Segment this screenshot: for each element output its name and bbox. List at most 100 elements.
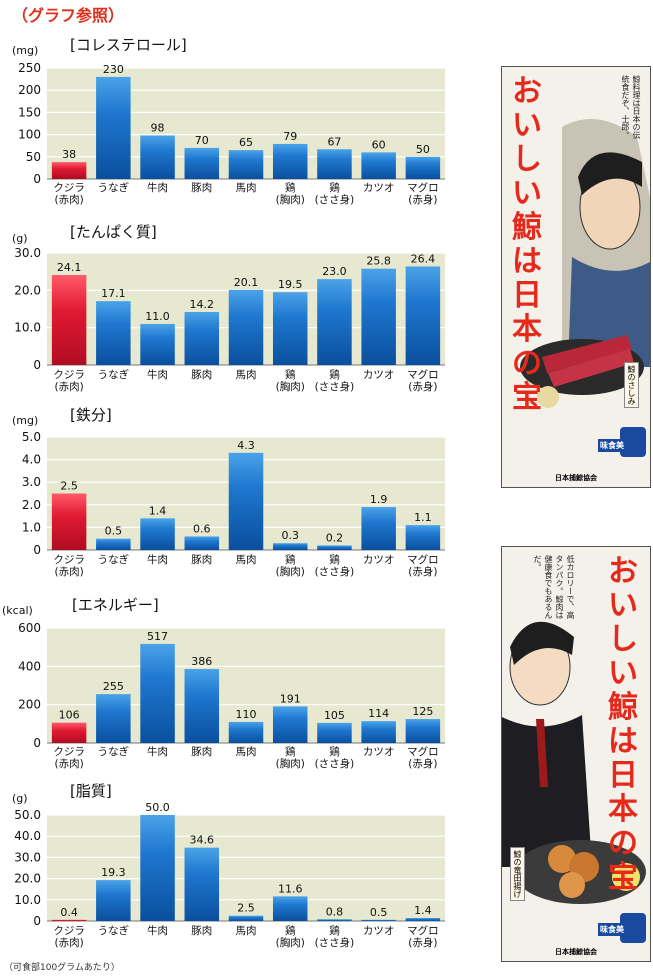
y-tick-label: 100 <box>18 128 41 142</box>
bar-0 <box>51 722 87 743</box>
category-label: 鶏 <box>329 553 340 566</box>
category-label: 鶏 <box>285 368 296 381</box>
chart-unit: (kcal) <box>2 604 33 617</box>
data-label: 23.0 <box>322 265 347 278</box>
bar-4 <box>228 289 264 365</box>
category-label: うなぎ <box>98 553 130 566</box>
bar-6 <box>317 919 352 921</box>
y-tick-label: 250 <box>18 61 41 75</box>
category-label: (胸肉) <box>276 757 305 770</box>
bar-6 <box>317 279 352 365</box>
category-label: 牛肉 <box>147 181 168 194</box>
bar-8 <box>405 525 441 550</box>
category-label: 牛肉 <box>147 924 168 937</box>
bar-1 <box>96 880 131 921</box>
category-label: カツオ <box>363 182 395 194</box>
category-label: 馬肉 <box>236 553 257 566</box>
poster-tatsuta-badge: 味食美 <box>598 923 626 936</box>
chart-title: [脂質] <box>70 782 112 800</box>
data-label: 0.5 <box>370 906 388 919</box>
bar-1 <box>96 538 131 550</box>
poster-tatsuta-quote: 低カロリーで、高タンパク。鯨肉は健康食でもあるんだ。 <box>533 555 575 619</box>
poster-sashimi-title: おいしい鯨は日本の宝 <box>512 74 542 415</box>
chart-title: [コレステロール] <box>70 36 187 54</box>
data-label: 1.4 <box>149 504 167 517</box>
bar-8 <box>405 266 441 365</box>
data-label: 0.3 <box>281 529 299 542</box>
y-tick-label: 20.0 <box>14 283 41 297</box>
category-label: カツオ <box>363 746 395 758</box>
category-label: (ささ身) <box>315 565 355 578</box>
category-label: マグロ <box>407 553 439 566</box>
data-label: 67 <box>327 135 341 148</box>
bar-7 <box>361 507 396 550</box>
bar-5 <box>272 543 308 550</box>
poster-sashimi-badge: 味食美 <box>598 439 626 452</box>
category-label: 豚肉 <box>191 553 212 566</box>
bar-3 <box>184 669 220 743</box>
bar-2 <box>140 323 175 365</box>
category-label: (赤身) <box>408 193 437 206</box>
category-label: 鶏 <box>329 368 340 381</box>
bar-3 <box>184 536 220 550</box>
category-label: (赤肉) <box>55 936 84 949</box>
category-label: うなぎ <box>98 368 130 381</box>
bar-5 <box>272 896 308 921</box>
poster-sashimi-org: 日本捕鯨協会 <box>555 474 597 482</box>
category-label: カツオ <box>363 925 395 937</box>
chart-title: [たんぱく質] <box>70 223 157 241</box>
y-tick-label: 30.0 <box>14 850 41 864</box>
data-label: 4.3 <box>237 439 255 452</box>
data-label: 191 <box>280 692 301 705</box>
category-label: 牛肉 <box>147 368 168 381</box>
y-tick-label: 150 <box>18 105 41 119</box>
chart-unit: (g) <box>12 232 28 245</box>
data-label: 255 <box>103 680 124 693</box>
poster-tatsuta-art <box>502 547 650 961</box>
page-title: （グラフ参照） <box>12 6 125 25</box>
bar-6 <box>317 545 352 550</box>
category-label: クジラ <box>53 182 85 194</box>
category-label: 鶏 <box>285 553 296 566</box>
category-label: (赤身) <box>408 936 437 949</box>
y-tick-label: 3.0 <box>22 475 41 489</box>
bar-2 <box>140 518 175 550</box>
poster-tatsuta-org: 日本捕鯨協会 <box>555 948 597 956</box>
data-label: 230 <box>103 63 124 76</box>
category-label: 鶏 <box>329 924 340 937</box>
data-label: 11.6 <box>278 882 303 895</box>
y-tick-label: 5.0 <box>22 430 41 444</box>
data-label: 1.9 <box>370 493 388 506</box>
data-label: 0.8 <box>326 905 344 918</box>
chart-3: 0 200 400 600 [エネルギー] (kcal) 106 クジラ(赤肉) 255 うなぎ 5… <box>2 596 445 770</box>
category-label: 豚肉 <box>191 745 212 758</box>
data-label: 65 <box>239 136 253 149</box>
bar-7 <box>361 152 396 179</box>
poster-sashimi-art <box>502 67 650 487</box>
bar-2 <box>140 135 175 179</box>
category-label: うなぎ <box>98 745 130 758</box>
bar-8 <box>405 156 441 179</box>
category-label: 馬肉 <box>236 368 257 381</box>
y-tick-label: 200 <box>18 698 41 712</box>
data-label: 20.1 <box>234 276 259 289</box>
category-label: 牛肉 <box>147 553 168 566</box>
y-tick-label: 0 <box>33 358 41 372</box>
category-label: クジラ <box>53 554 85 566</box>
poster-sashimi: おいしい鯨は日本の宝 鯨料理は日本の伝統食だぞ、士郎。 鯨のさしみ 味食美 日本… <box>501 66 651 488</box>
category-label: 豚肉 <box>191 181 212 194</box>
chart-1: 0 10.0 20.0 30.0 [たんぱく質] (g) 24.1 クジラ(赤肉) 17.1 うな… <box>12 223 445 393</box>
category-label: (赤肉) <box>55 380 84 393</box>
bar-5 <box>272 143 308 179</box>
chart-0: 0 50 100 150 200 250 [コレステロール] (mg) 38 クジラ(赤肉) 230… <box>12 36 445 206</box>
poster-tatsuta-title: おいしい鯨は日本の宝 <box>608 554 638 895</box>
y-tick-label: 10.0 <box>14 321 41 335</box>
y-tick-label: 0 <box>33 172 41 186</box>
chart-4: 0 10.0 20.0 30.0 40.0 50.0 [脂質] (g) 0.4 クジラ(赤肉) 19… <box>12 782 445 949</box>
y-tick-label: 50.0 <box>14 808 41 822</box>
category-label: 牛肉 <box>147 745 168 758</box>
poster-tatsuta-dish-label: 鯨の竜田揚げ <box>510 847 525 901</box>
bar-8 <box>405 719 441 743</box>
bar-4 <box>228 150 264 179</box>
y-tick-label: 4.0 <box>22 453 41 467</box>
